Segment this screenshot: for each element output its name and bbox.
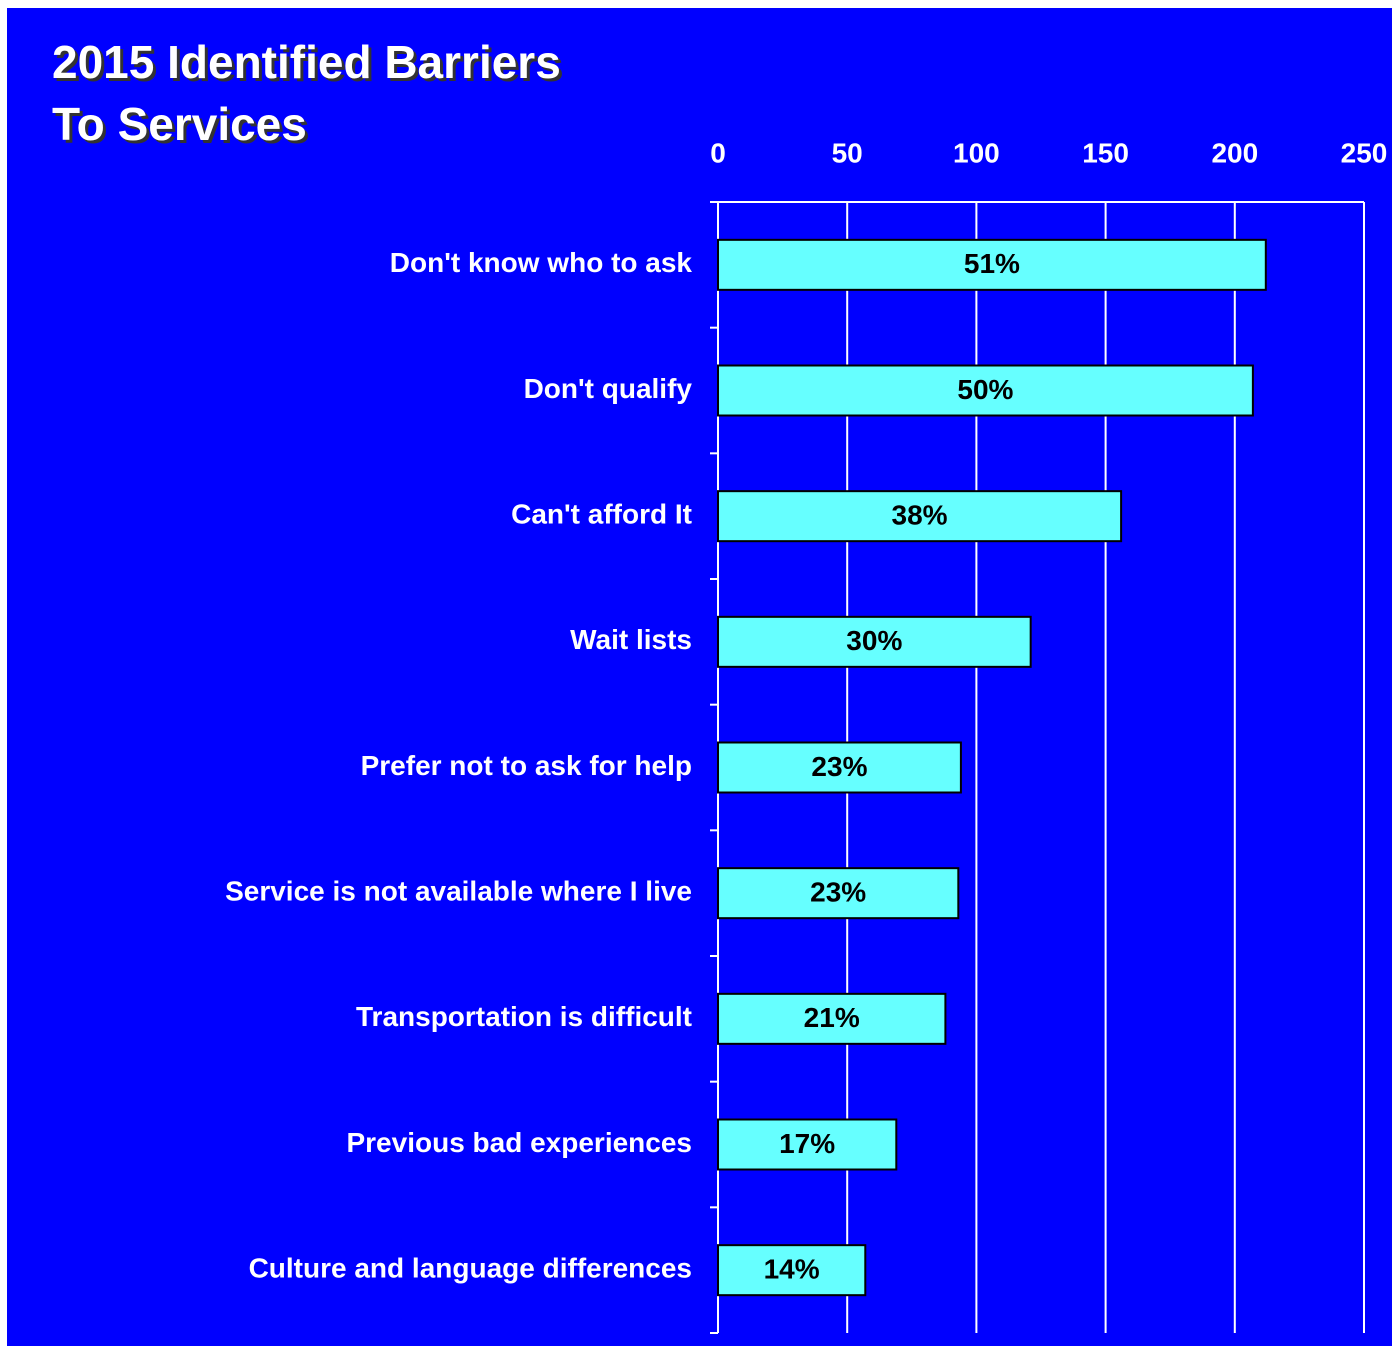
bar [717,741,962,794]
background [7,8,1392,1346]
title-shadow: To Services [55,101,310,153]
x-tick-label: 50 [832,137,863,168]
bar [717,867,960,920]
y-tick-label: Don't know who to ask [390,247,693,278]
bar-label: 50% [957,374,1013,405]
y-tick-label: Don't qualify [524,373,693,404]
x-tick-label: 150 [1082,137,1129,168]
bar [717,490,1123,543]
chart-title: 2015 Identified Barriers [52,36,561,88]
x-tick-label: 0 [710,137,726,168]
x-tick-label: 200 [1211,137,1258,168]
bar-label: 51% [964,248,1020,279]
bar-label: 17% [779,1128,835,1159]
bar [717,992,947,1045]
x-tick-label: 100 [953,137,1000,168]
bar [717,238,1267,291]
chart-title: To Services [52,98,307,150]
y-tick-label: Can't afford It [511,499,692,530]
bar [717,364,1254,417]
x-tick-label: 250 [1341,137,1388,168]
y-tick-label: Transportation is difficult [356,1001,692,1032]
title-shadow: 2015 Identified Barriers [55,39,564,91]
bar-label: 21% [804,1002,860,1033]
bar-label: 23% [810,877,866,908]
bar-label: 38% [892,500,948,531]
y-tick-label: Wait lists [570,624,692,655]
bar-label: 14% [764,1254,820,1285]
y-tick-label: Previous bad experiences [346,1127,692,1158]
bar [717,1244,867,1297]
bar-label: 23% [811,751,867,782]
bar-label: 30% [846,625,902,656]
bar [717,615,1032,668]
bar [717,1118,898,1171]
y-tick-label: Prefer not to ask for help [361,750,692,781]
y-tick-label: Culture and language differences [249,1253,692,1284]
y-tick-label: Service is not available where I live [225,876,692,907]
